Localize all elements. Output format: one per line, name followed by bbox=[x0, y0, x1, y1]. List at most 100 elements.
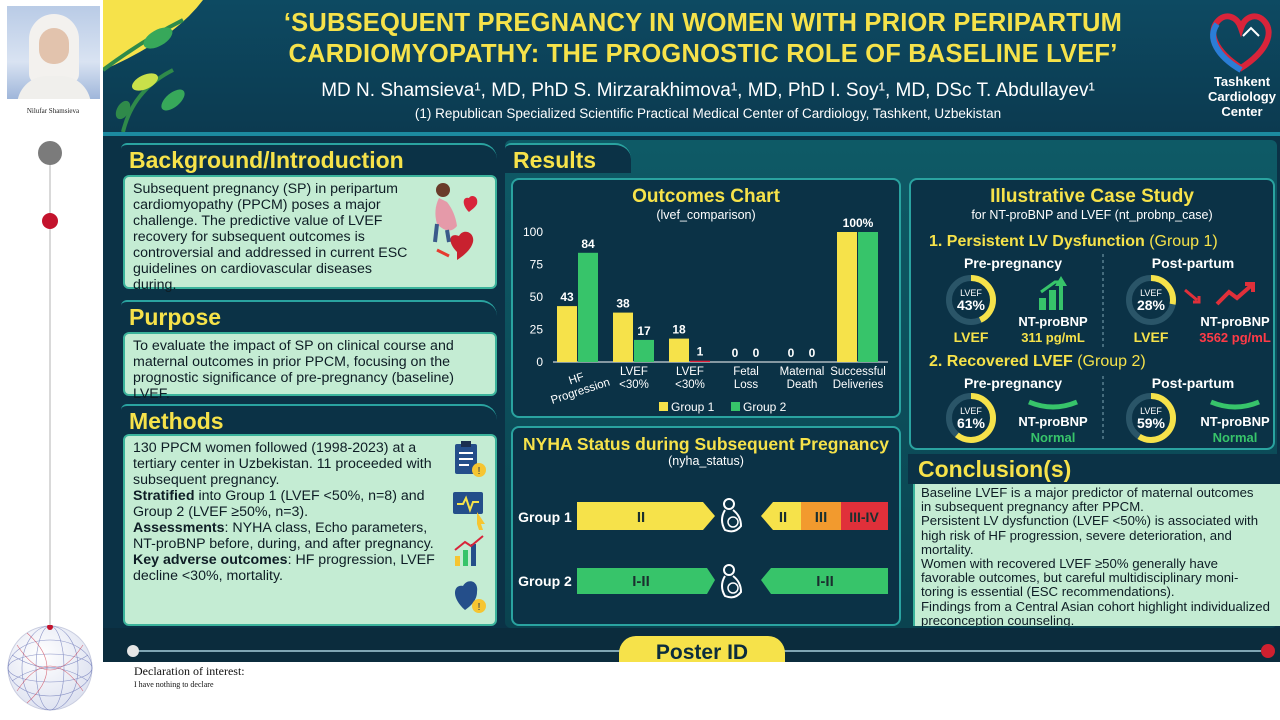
case-subtitle: for NT-proBNP and LVEF (nt_probnp_case) bbox=[971, 208, 1213, 222]
nyha-title: NYHA Status during Subsequent Pregnancy bbox=[523, 434, 889, 454]
title-line-1: ‘SUBSEQUENT PREGNANCY IN WOMEN WITH PRIO… bbox=[283, 9, 1123, 37]
data-label: 0 bbox=[753, 346, 760, 360]
case2-post-bnp-label: NT-proBNP bbox=[1200, 414, 1270, 429]
y-tick-label: 25 bbox=[530, 323, 544, 337]
group2-label: Group 2 bbox=[518, 573, 572, 589]
bar-group-2 bbox=[634, 339, 654, 362]
gauge-lvef-caption: LVEF bbox=[1140, 406, 1162, 416]
svg-text:!: ! bbox=[478, 602, 481, 613]
poster: ‘SUBSEQUENT PREGNANCY IN WOMEN WITH PRIO… bbox=[103, 0, 1280, 662]
group1-post-iii-segment bbox=[801, 502, 841, 530]
methods-stratified-label: Stratified bbox=[133, 488, 195, 504]
case1-post-gauge: LVEF 28% LVEF bbox=[1126, 275, 1176, 345]
poster-footer: Poster ID bbox=[103, 628, 1280, 662]
methods-cohort: 130 PPCM women followed (1998-2023) at a… bbox=[133, 440, 432, 488]
results-heading: Results bbox=[505, 143, 631, 173]
bar-group-1 bbox=[669, 338, 689, 362]
gauge-lvef-caption: LVEF bbox=[960, 288, 982, 298]
conclusion-line: high risk of HF progression, severe dete… bbox=[921, 527, 1232, 543]
declaration-title: Declaration of interest: bbox=[134, 664, 245, 678]
y-tick-label: 100 bbox=[523, 225, 543, 239]
x-tick-label: Fetal Loss bbox=[733, 366, 759, 391]
methods-assessments-text: : NYHA class, Echo parameters, NT-proBNP… bbox=[133, 520, 434, 552]
case1-pre-bnp-label: NT-proBNP bbox=[1018, 314, 1088, 329]
group1-pre-class: II bbox=[637, 509, 645, 526]
conclusion-line: mortality. bbox=[921, 541, 974, 557]
logo-line-3: Center bbox=[1221, 104, 1263, 119]
conclusion-line: favorable outcomes, but careful multidis… bbox=[921, 570, 1239, 586]
conclusion-panel: Baseline LVEF is a major predictor of ma… bbox=[913, 484, 1280, 626]
methods-outcomes-text: : HF progression, LVEF decline <30%, mor… bbox=[133, 552, 435, 584]
bar-group-2 bbox=[578, 252, 598, 362]
case1-pre-lvef-value: 43% bbox=[957, 297, 986, 313]
case2-post-label: Post-partum bbox=[1152, 375, 1234, 391]
conclusion-line: in subsequent pregnancy after PPCM. bbox=[921, 499, 1144, 515]
logo-line-2: Cardiology bbox=[1208, 89, 1276, 104]
bar-group-1 bbox=[613, 312, 633, 362]
pregnancy-heart-icon bbox=[433, 183, 478, 260]
bar-group-2 bbox=[858, 232, 878, 362]
affiliation: (1) Republican Specialized Scientific Pr… bbox=[414, 106, 1002, 121]
header-divider bbox=[103, 132, 1280, 136]
conclusion-line: preconception counseling. bbox=[921, 612, 1075, 626]
methods-stratified: Stratified into Group 1 (LVEF <50%, n=8)… bbox=[133, 488, 451, 520]
cardiology-center-logo-icon bbox=[1210, 13, 1272, 73]
case1-pre-lvef-label: LVEF bbox=[954, 329, 989, 345]
case-title: Illustrative Case Study bbox=[990, 186, 1194, 207]
up-trend-icon bbox=[1039, 276, 1067, 310]
logo-line-1: Tashkent bbox=[1213, 74, 1271, 89]
bar-group-1 bbox=[837, 232, 857, 362]
legend-label: Group 1 bbox=[671, 400, 715, 414]
rising-red-arrow-icon bbox=[1215, 282, 1255, 306]
conclusion-line: toring is essential (ESC recommendations… bbox=[921, 584, 1175, 600]
legend-label: Group 2 bbox=[743, 400, 787, 414]
data-label: 100% bbox=[843, 216, 874, 230]
data-label: 18 bbox=[672, 323, 686, 337]
y-tick-label: 75 bbox=[530, 258, 544, 272]
presenter-photo bbox=[7, 6, 100, 99]
group2-post-bar bbox=[761, 568, 888, 594]
case1-post-label: Post-partum bbox=[1152, 255, 1234, 271]
methods-stratified-text: into Group 1 (LVEF <50%, n=8) and Group … bbox=[133, 488, 425, 520]
case2-pre-bnp-label: NT-proBNP bbox=[1018, 414, 1088, 429]
progress-end-handle[interactable] bbox=[1261, 644, 1275, 658]
data-label: 0 bbox=[809, 346, 816, 360]
case1-pre-bnp-value: 311 pg/mL bbox=[1021, 330, 1085, 345]
legend-swatch bbox=[659, 402, 668, 411]
timeline-marker[interactable] bbox=[42, 213, 58, 229]
svg-text:!: ! bbox=[478, 466, 481, 477]
globe-icon[interactable] bbox=[7, 625, 93, 711]
gauge-lvef-caption: LVEF bbox=[960, 406, 982, 416]
nyha-subtitle: (nyha_status) bbox=[668, 454, 744, 468]
methods-outcomes: Key adverse outcomes: HF progression, LV… bbox=[133, 552, 451, 584]
x-tick-label: Maternal Death bbox=[780, 366, 825, 391]
case2-post-lvef-value: 59% bbox=[1137, 415, 1166, 431]
progress-start-handle[interactable] bbox=[127, 645, 139, 657]
timeline-handle[interactable] bbox=[38, 141, 62, 165]
leaf-decoration-icon bbox=[103, 0, 203, 132]
conclusion-heading: Conclusion(s) bbox=[908, 454, 1280, 484]
case2-pre-lvef-value: 61% bbox=[957, 415, 986, 431]
methods-assessments: Assessments: NYHA class, Echo parameters… bbox=[133, 520, 451, 552]
case1-post-lvef-label: LVEF bbox=[1134, 329, 1169, 345]
bar-group-2 bbox=[690, 360, 710, 362]
x-tick-label: LVEF <30% bbox=[619, 366, 649, 391]
pregnant-woman-icon bbox=[721, 498, 743, 533]
nyha-card: NYHA Status during Subsequent Pregnancy … bbox=[511, 426, 901, 626]
methods-icons: ! ! bbox=[453, 441, 486, 613]
case1-post-bnp-value: 3562 pg/mL bbox=[1199, 330, 1271, 345]
nyha-diagram: Group 1 II II III III-IV Group 2 I-II bbox=[518, 498, 888, 599]
methods-panel: 130 PPCM women followed (1998-2023) at a… bbox=[123, 434, 497, 626]
timeline-track bbox=[49, 152, 51, 630]
poster-header: ‘SUBSEQUENT PREGNANCY IN WOMEN WITH PRIO… bbox=[103, 0, 1280, 132]
group1-post-class-3: III-IV bbox=[849, 509, 879, 525]
group1-pre-bar bbox=[577, 502, 715, 530]
legend-swatch bbox=[731, 402, 740, 411]
presenter-name: Nilufar Shamsieva bbox=[26, 107, 80, 115]
group1-post-iiiiv-segment bbox=[841, 502, 888, 530]
y-tick-label: 0 bbox=[536, 355, 543, 369]
monitor-icon bbox=[453, 492, 485, 530]
outcomes-card: Outcomes Chart (lvef_comparison) 0 25 50 75… bbox=[511, 178, 901, 418]
group1-label: Group 1 bbox=[518, 509, 572, 525]
